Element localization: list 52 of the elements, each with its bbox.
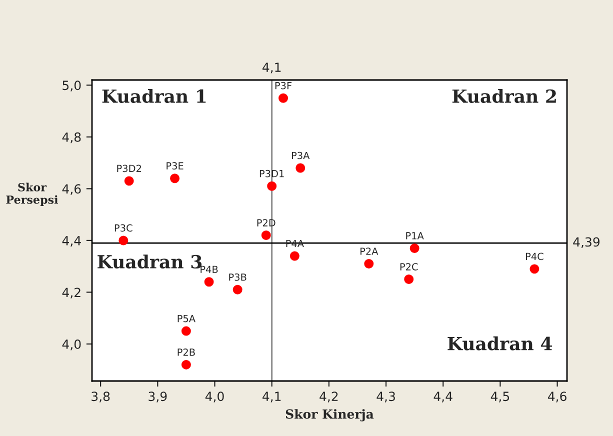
x-tick-label: 4,4 xyxy=(434,392,452,402)
x-tick-label: 4,5 xyxy=(490,392,510,402)
point xyxy=(261,230,271,240)
annotation: P2A xyxy=(360,248,378,255)
x-tick-label: 4,0 xyxy=(205,392,224,402)
point xyxy=(296,163,306,173)
x-tick-label: 4,3 xyxy=(376,392,395,402)
y-tick-label: 4,0 xyxy=(62,339,81,350)
point xyxy=(364,259,374,269)
point xyxy=(170,174,180,184)
x-tick-label: 4,6 xyxy=(548,392,566,402)
point xyxy=(267,181,277,191)
annotation: P1A xyxy=(406,232,424,240)
annotation: P3D2 xyxy=(117,164,141,172)
point xyxy=(530,264,540,274)
annotation: P3B xyxy=(229,273,246,281)
x-axis-title: Skor Kinerja xyxy=(286,409,374,422)
annotation: Kuadran 3 xyxy=(98,254,202,269)
annotation: P2C xyxy=(400,263,418,270)
point xyxy=(232,284,242,294)
x-tick-label: 4,1 xyxy=(262,392,281,402)
point xyxy=(181,360,191,370)
y-axis-title: Skor Persepsi xyxy=(6,182,58,206)
annotation: P3A xyxy=(292,152,310,160)
annotation: Kuadran 1 xyxy=(102,89,206,104)
y-tick-label: 4,6 xyxy=(62,184,81,195)
point xyxy=(204,277,214,287)
point xyxy=(410,243,420,253)
ref-line-label: 4,39 xyxy=(573,237,600,248)
annotation: P5A xyxy=(178,314,196,322)
y-tick-label: 5,0 xyxy=(62,80,81,92)
y-tick-label: 4,2 xyxy=(62,288,80,298)
x-tick-label: 4,2 xyxy=(320,392,338,402)
y-tick-label: 4,8 xyxy=(62,132,81,144)
x-tick-label: 3,9 xyxy=(148,392,167,402)
annotation: P4B xyxy=(200,266,218,273)
point xyxy=(181,326,191,336)
annotation: P3C xyxy=(114,224,132,232)
point xyxy=(124,176,134,186)
annotation: P4C xyxy=(526,252,544,260)
annotation: Kuadran 2 xyxy=(452,89,556,104)
annotation: P3E xyxy=(166,162,184,170)
point xyxy=(118,236,128,246)
point xyxy=(278,93,288,103)
annotation: P3F xyxy=(275,82,292,90)
ref-line-label: 4,1 xyxy=(262,62,281,74)
x-tick-label: 3,8 xyxy=(92,392,110,402)
annotation: Kuadran 4 xyxy=(448,336,552,350)
point xyxy=(404,274,414,284)
annotation: P2B xyxy=(178,348,195,356)
point xyxy=(290,251,300,261)
y-tick-label: 4,4 xyxy=(62,236,81,247)
